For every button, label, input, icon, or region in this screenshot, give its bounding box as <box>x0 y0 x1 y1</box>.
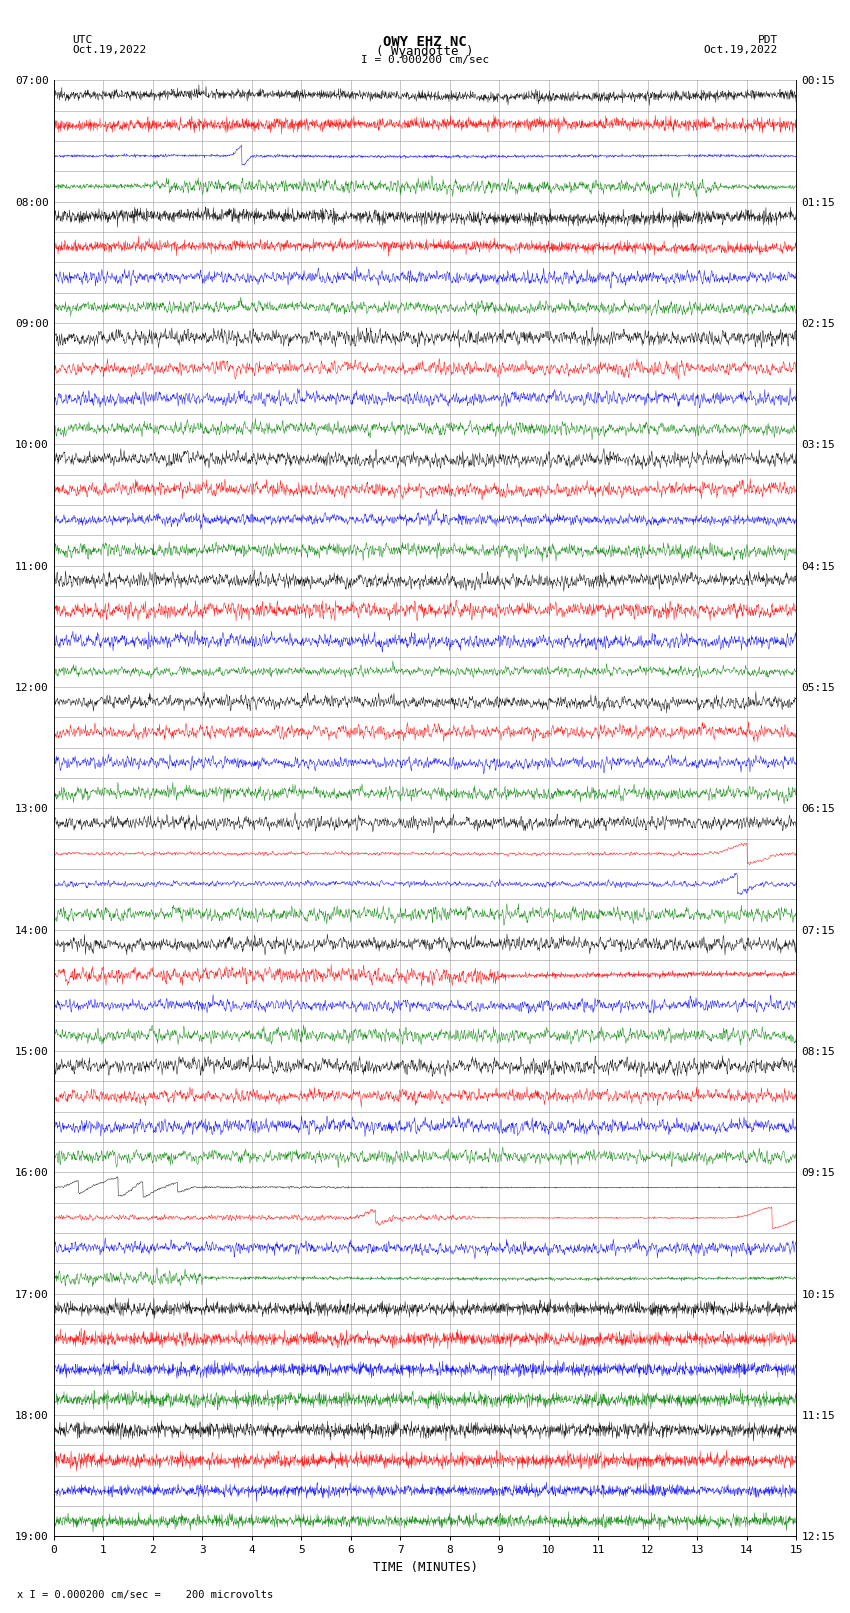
Text: PDT: PDT <box>757 35 778 45</box>
Text: OWY EHZ NC: OWY EHZ NC <box>383 35 467 50</box>
Text: x I = 0.000200 cm/sec =    200 microvolts: x I = 0.000200 cm/sec = 200 microvolts <box>17 1590 273 1600</box>
Text: Oct.19,2022: Oct.19,2022 <box>704 45 778 55</box>
Text: UTC: UTC <box>72 35 93 45</box>
Text: I = 0.000200 cm/sec: I = 0.000200 cm/sec <box>361 55 489 65</box>
X-axis label: TIME (MINUTES): TIME (MINUTES) <box>372 1561 478 1574</box>
Text: Oct.19,2022: Oct.19,2022 <box>72 45 146 55</box>
Text: ( Wyandotte ): ( Wyandotte ) <box>377 45 473 58</box>
